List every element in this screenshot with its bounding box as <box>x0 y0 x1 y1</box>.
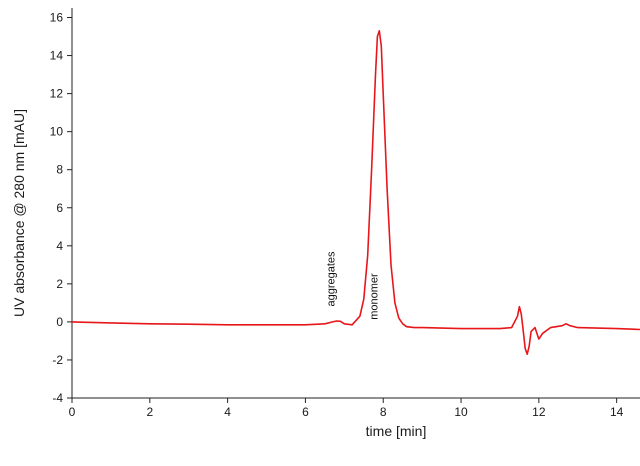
y-tick-label: 0 <box>56 315 63 329</box>
y-tick-label: 2 <box>56 277 63 291</box>
y-tick-label: 12 <box>50 87 64 101</box>
x-tick-label: 2 <box>146 405 153 419</box>
x-tick-label: 0 <box>69 405 76 419</box>
x-tick-label: 14 <box>610 405 624 419</box>
y-axis-title: UV absorbance @ 280 nm [mAU] <box>11 109 27 317</box>
y-tick-label: 4 <box>56 239 63 253</box>
x-tick-label: 4 <box>224 405 231 419</box>
y-tick-label: 6 <box>56 201 63 215</box>
y-tick-label: -4 <box>52 391 63 405</box>
monomer-annotation: monomer <box>368 273 380 320</box>
x-tick-label: 10 <box>454 405 468 419</box>
absorbance-trace <box>71 30 640 355</box>
tick-labels: -4 -2 0 2 4 6 8 10 12 14 16 0 2 4 6 8 10 12 14 <box>50 11 624 419</box>
x-axis-title: time [min] <box>366 423 427 439</box>
y-tick-label: 16 <box>50 11 64 25</box>
y-tick-label: 14 <box>50 49 64 63</box>
y-tick-label: -2 <box>52 353 63 367</box>
x-tick-label: 8 <box>380 405 387 419</box>
y-tick-label: 10 <box>50 125 64 139</box>
aggregates-annotation: aggregates <box>326 251 338 307</box>
y-tick-label: 8 <box>56 163 63 177</box>
x-tick-label: 12 <box>532 405 546 419</box>
tick-marks <box>67 17 618 403</box>
axes <box>71 8 640 399</box>
x-tick-label: 6 <box>302 405 309 419</box>
peak-annotations: aggregates monomer <box>326 251 381 320</box>
